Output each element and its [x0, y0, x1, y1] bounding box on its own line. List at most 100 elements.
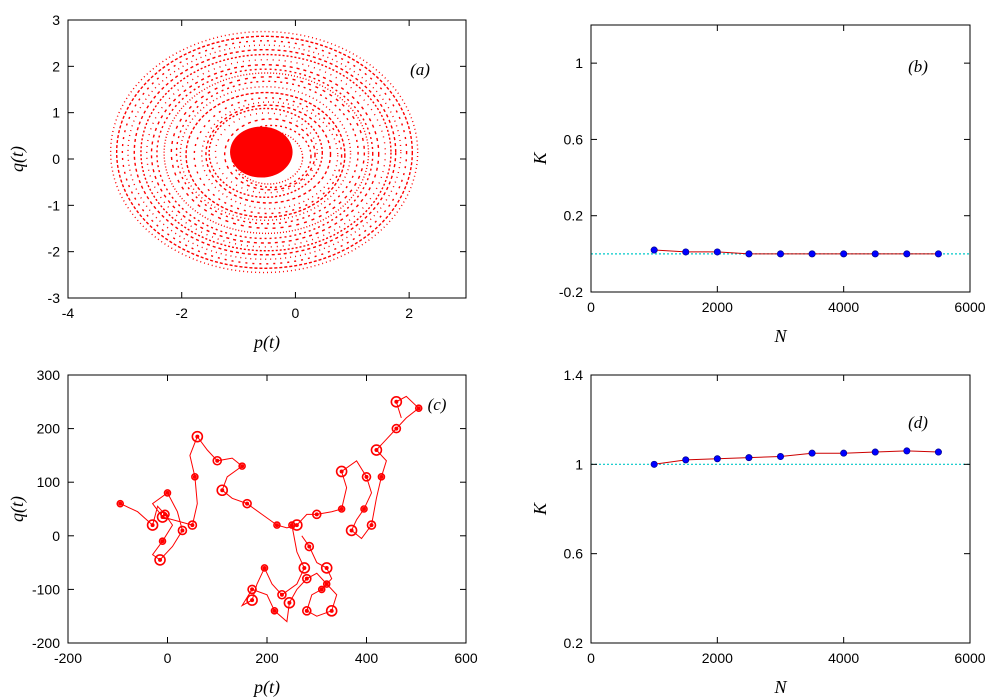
trajectory-node [324, 565, 329, 570]
trajectory-loop [370, 444, 383, 456]
y-tick-label: -200 [32, 635, 60, 651]
data-point [776, 250, 784, 258]
trajectory-loop [301, 606, 312, 616]
trajectory-loop [238, 462, 246, 470]
plot-area [116, 395, 423, 623]
data-point [745, 454, 753, 462]
trajectory-node [158, 557, 163, 562]
y-tick-label: -1 [48, 197, 61, 213]
orbit-ring [179, 86, 352, 221]
trajectory-node [324, 582, 329, 587]
trajectory-loop [288, 521, 296, 529]
y-tick-label: 3 [52, 12, 60, 28]
trajectory-node [118, 501, 123, 506]
panel-label: (b) [908, 57, 928, 76]
trajectory-loop [247, 584, 257, 595]
trajectory-loop [345, 524, 358, 537]
data-point [871, 250, 879, 258]
y-axis-label: q(t) [7, 146, 28, 172]
trajectory-node [195, 434, 200, 439]
y-tick-label: 0 [52, 151, 60, 167]
orbit-ring [185, 91, 346, 218]
x-tick-label: -200 [54, 650, 82, 666]
data-point [840, 250, 848, 258]
x-tick-label: 2 [405, 305, 413, 321]
trajectory-node [294, 523, 299, 528]
trajectory-loop [246, 594, 258, 606]
panel-a: -4 -2 0 2 -3 -2 -1 0 1 2 3 p(t) q(t) (a) [7, 12, 467, 353]
data-point [808, 449, 816, 457]
trajectory-node [192, 474, 197, 479]
trajectory-loop [156, 511, 169, 523]
data-point [903, 250, 911, 258]
orbit-ring [121, 40, 408, 265]
y-tick-label: -3 [48, 290, 61, 306]
trajectory-loop [270, 607, 279, 615]
trajectory-loop [283, 596, 296, 609]
trajectory-node [262, 565, 267, 570]
data-point [745, 250, 753, 258]
series-line [654, 450, 939, 465]
trajectory-node [272, 608, 277, 613]
trajectory-loop [335, 465, 348, 478]
data-point [840, 449, 848, 457]
y-tick-label: 0 [52, 528, 60, 544]
trajectory-node [190, 523, 195, 528]
trajectory-node [287, 600, 292, 605]
trajectory-node [304, 608, 309, 613]
y-tick-label: 1 [52, 105, 60, 121]
y-tick-label: 0.2 [564, 635, 584, 651]
data-point [682, 248, 690, 256]
trajectory-node [180, 528, 185, 533]
orbit-ring [170, 76, 366, 229]
data-point [776, 453, 784, 461]
trajectory-loop [158, 537, 167, 545]
trajectory-node [302, 565, 307, 570]
trajectory-node [250, 587, 255, 592]
trajectory-node [160, 539, 165, 544]
x-tick-label: -4 [62, 305, 75, 321]
y-tick-label: -2 [48, 244, 61, 260]
orbit-ring [115, 35, 414, 269]
data-point [682, 456, 690, 464]
trajectory-loop [317, 585, 326, 594]
orbit-ring [208, 107, 323, 198]
trajectory-node [314, 512, 319, 517]
trajectory-node [369, 523, 374, 528]
trajectory-loop [277, 589, 287, 600]
x-axis-label: N [773, 326, 787, 346]
orbit-ring [133, 48, 397, 256]
trajectory-node [379, 474, 384, 479]
y-tick-label: -100 [32, 581, 60, 597]
y-axis-label: K [530, 502, 550, 516]
trajectory-node [150, 523, 155, 528]
trajectory-node [364, 474, 369, 479]
trajectory-loop [177, 525, 188, 536]
trajectory-loop [377, 473, 386, 481]
trajectory-loop [360, 505, 368, 513]
trajectory-loop [216, 484, 229, 497]
trajectory-node [160, 515, 165, 520]
trajectory-node [307, 544, 312, 549]
trajectory-loop [366, 520, 377, 530]
trajectory-loop [116, 499, 125, 508]
x-axis-label: p(t) [252, 332, 280, 353]
trajectory-node [245, 501, 250, 506]
panel-b: 0 2000 4000 6000 -0.2 0.2 0.6 1 N K (b) [530, 24, 986, 346]
trajectory-node [319, 587, 324, 592]
trajectory-node [339, 507, 344, 511]
trajectory-node [362, 507, 367, 511]
trajectory-loop [146, 519, 159, 531]
data-point [808, 250, 816, 258]
x-tick-label: 0 [587, 650, 595, 666]
x-tick-label: 2000 [702, 299, 733, 315]
trajectory-node [349, 528, 354, 533]
trajectory-loop [191, 473, 199, 481]
orbit-ring [156, 68, 374, 240]
trajectory-loop [304, 541, 315, 552]
y-tick-label: 2 [52, 58, 60, 74]
trajectory-loop [322, 580, 331, 588]
trajectory-node [339, 469, 344, 474]
x-axis-label: N [773, 677, 787, 697]
panel-c: -200 0 200 400 600 -200 -100 0 100 200 300 p(t) q(t)… [7, 367, 478, 698]
